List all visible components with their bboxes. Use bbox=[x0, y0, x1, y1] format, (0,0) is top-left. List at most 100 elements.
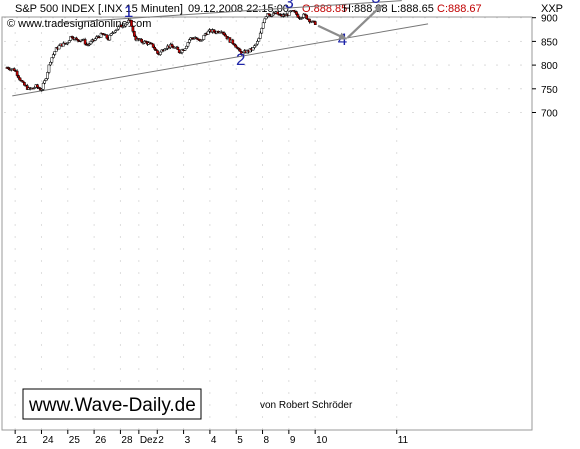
candle-body bbox=[67, 40, 71, 43]
x-axis-ticks: 21 24 25 26 28 Dez 2 3 4 5 8 9 10 11 bbox=[14, 20, 409, 446]
candle-body bbox=[261, 22, 265, 29]
candle-body bbox=[231, 39, 235, 44]
candle-body bbox=[222, 32, 226, 36]
y-tick-label: 850 bbox=[541, 37, 558, 48]
wave-label: 5 bbox=[371, 0, 380, 7]
candle-body bbox=[89, 41, 93, 45]
candle-body bbox=[313, 21, 317, 25]
candle-body bbox=[276, 11, 280, 15]
candle-body bbox=[253, 45, 256, 48]
x-tick-label: 4 bbox=[211, 435, 217, 446]
candle-body bbox=[76, 39, 80, 41]
y-axis-ticks: 70075080085090095010001050 bbox=[4, 0, 558, 120]
candle-body bbox=[163, 48, 167, 52]
candle-body bbox=[258, 32, 262, 39]
candle-body bbox=[130, 19, 133, 27]
projection-arrow bbox=[317, 24, 347, 40]
candle-body bbox=[124, 23, 128, 27]
trendline bbox=[58, 0, 402, 24]
watermark-text: www.Wave-Daily.de bbox=[28, 395, 196, 416]
candle-body bbox=[257, 38, 261, 42]
candle-body bbox=[75, 37, 78, 40]
candle-body bbox=[156, 50, 159, 54]
candle-body bbox=[241, 52, 245, 55]
candle-body bbox=[296, 14, 300, 18]
candle-body bbox=[46, 72, 49, 79]
y-tick-label: 700 bbox=[541, 109, 558, 120]
candle-body bbox=[62, 42, 65, 47]
watermark-box bbox=[22, 388, 202, 420]
projection-arrows bbox=[317, 4, 383, 40]
x-tick-label: 28 bbox=[121, 435, 133, 446]
x-tick-label: 21 bbox=[16, 435, 28, 446]
candle-body bbox=[43, 80, 46, 84]
candle-body bbox=[47, 64, 51, 73]
wave-label: 1 bbox=[124, 2, 133, 21]
candle-body bbox=[256, 41, 259, 45]
candle-body bbox=[36, 84, 39, 88]
wave-label: 3 bbox=[284, 0, 293, 12]
candle-body bbox=[206, 30, 210, 35]
candle-body bbox=[185, 45, 188, 49]
y-tick-label: 950 bbox=[541, 0, 558, 1]
trendline bbox=[12, 23, 429, 97]
candle-body bbox=[308, 18, 311, 23]
x-tick-label: 9 bbox=[290, 435, 296, 446]
wave-label: 2 bbox=[236, 50, 245, 69]
candle-body bbox=[186, 42, 190, 47]
header-low: L:888.65 bbox=[391, 3, 434, 15]
wave-labels: 1 2 3 4 5 bbox=[124, 0, 381, 69]
candle-body bbox=[151, 43, 155, 48]
candle-body bbox=[131, 26, 135, 32]
x-tick-label: 2 bbox=[158, 435, 164, 446]
wave-label: 4 bbox=[338, 30, 347, 49]
x-tick-label: Dez bbox=[140, 435, 158, 446]
candle-body bbox=[212, 29, 216, 33]
header-high: H:888.88 bbox=[343, 3, 388, 15]
candle-body bbox=[180, 49, 184, 53]
candle-body bbox=[99, 33, 103, 38]
candle-body bbox=[12, 68, 16, 71]
candle-body bbox=[224, 34, 227, 37]
header-instrument: S&P 500 INDEX [.INX 15 Minuten] bbox=[15, 3, 183, 15]
candle-body bbox=[234, 44, 238, 48]
candle-body bbox=[117, 26, 120, 30]
candle-body bbox=[51, 54, 55, 58]
credit-text: von Robert Schröder bbox=[260, 400, 353, 411]
candle-body bbox=[287, 10, 291, 16]
candle-body bbox=[176, 46, 180, 50]
candle-body bbox=[260, 28, 264, 34]
x-tick-label: 5 bbox=[237, 435, 243, 446]
header-datetime: 09.12.2008 22:15:00 bbox=[188, 3, 289, 15]
candle-body bbox=[305, 14, 308, 20]
candle-body bbox=[133, 31, 136, 37]
candle-body bbox=[154, 49, 158, 51]
candle-body bbox=[303, 13, 307, 16]
x-tick-label: 3 bbox=[185, 435, 191, 446]
candle-body bbox=[127, 19, 130, 23]
candle-body bbox=[17, 75, 20, 79]
candle-body bbox=[198, 38, 201, 41]
candle-body bbox=[114, 30, 117, 33]
x-tick-label: 25 bbox=[69, 435, 81, 446]
candle-body bbox=[44, 78, 48, 81]
candles bbox=[5, 9, 317, 92]
candle-body bbox=[251, 47, 255, 51]
candle-body bbox=[153, 47, 156, 50]
candle-body bbox=[57, 45, 61, 50]
candle-body bbox=[202, 35, 206, 40]
header-website: © www.tradesignalonline.com bbox=[7, 18, 151, 30]
candle-body bbox=[49, 61, 52, 66]
candle-body bbox=[41, 82, 45, 90]
candle-body bbox=[15, 70, 19, 76]
candle-body bbox=[159, 51, 162, 55]
candle-body bbox=[21, 80, 25, 83]
y-tick-label: 750 bbox=[541, 85, 558, 96]
x-tick-label: 10 bbox=[316, 435, 328, 446]
candle-body bbox=[93, 38, 97, 41]
candle-body bbox=[238, 48, 242, 52]
candle-body bbox=[295, 11, 298, 15]
candle-body bbox=[83, 39, 87, 45]
candle-body bbox=[23, 82, 26, 86]
